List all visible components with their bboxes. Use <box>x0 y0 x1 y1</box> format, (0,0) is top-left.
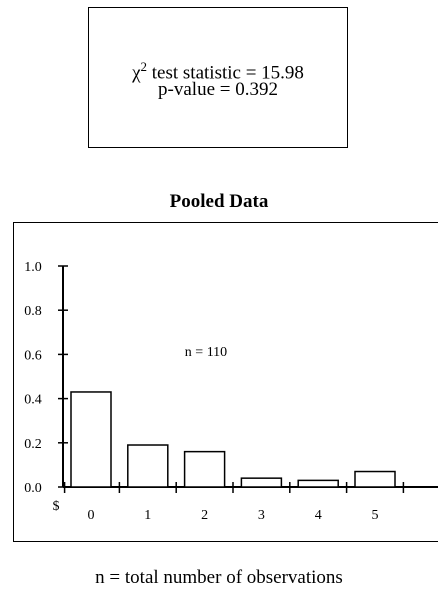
x-tick-label: 0 <box>88 508 95 523</box>
chart-frame: 0.0 0.2 0.4 0.6 0.8 1.0 0 1 2 3 4 5 $ n = 110 <box>13 222 438 542</box>
chi-statistic-text: test statistic = 15.98 <box>147 62 304 84</box>
y-tick-label: 0.2 <box>24 437 42 452</box>
x-tick-label: 5 <box>372 508 379 523</box>
bar <box>183 450 226 488</box>
sample-size-annotation: n = 110 <box>185 345 227 360</box>
bar <box>354 470 396 488</box>
chi-symbol: χ <box>132 62 141 84</box>
x-tick-label: 1 <box>144 508 151 523</box>
statistics-box: χ2 test statistic = 15.98 p-value = 0.39… <box>88 7 348 148</box>
x-tick-label: 2 <box>201 508 208 523</box>
bar <box>240 477 283 488</box>
bar <box>127 444 169 488</box>
x-tick-label: 3 <box>258 508 265 523</box>
y-tick-label: 0.4 <box>24 393 42 408</box>
y-tick-label: 0.6 <box>24 348 42 363</box>
p-value: p-value = 0.392 <box>158 79 278 100</box>
bar-chart: 0.0 0.2 0.4 0.6 0.8 1.0 0 1 2 3 4 5 $ n = 110 <box>24 260 438 523</box>
y-tick-label: 0.0 <box>24 481 42 496</box>
y-tick-label: 1.0 <box>24 260 42 275</box>
bar <box>70 391 112 488</box>
y-tick-label: 0.8 <box>24 304 42 319</box>
x-tick-label: 4 <box>315 508 322 523</box>
footnote: n = total number of observations <box>95 567 343 588</box>
chi-superscript: 2 <box>140 59 148 74</box>
currency-label: $ <box>53 499 60 514</box>
bar <box>297 479 339 488</box>
chi-square-statistic: χ2 test statistic = 15.98 <box>89 56 347 84</box>
chart-title: Pooled Data <box>169 191 269 212</box>
